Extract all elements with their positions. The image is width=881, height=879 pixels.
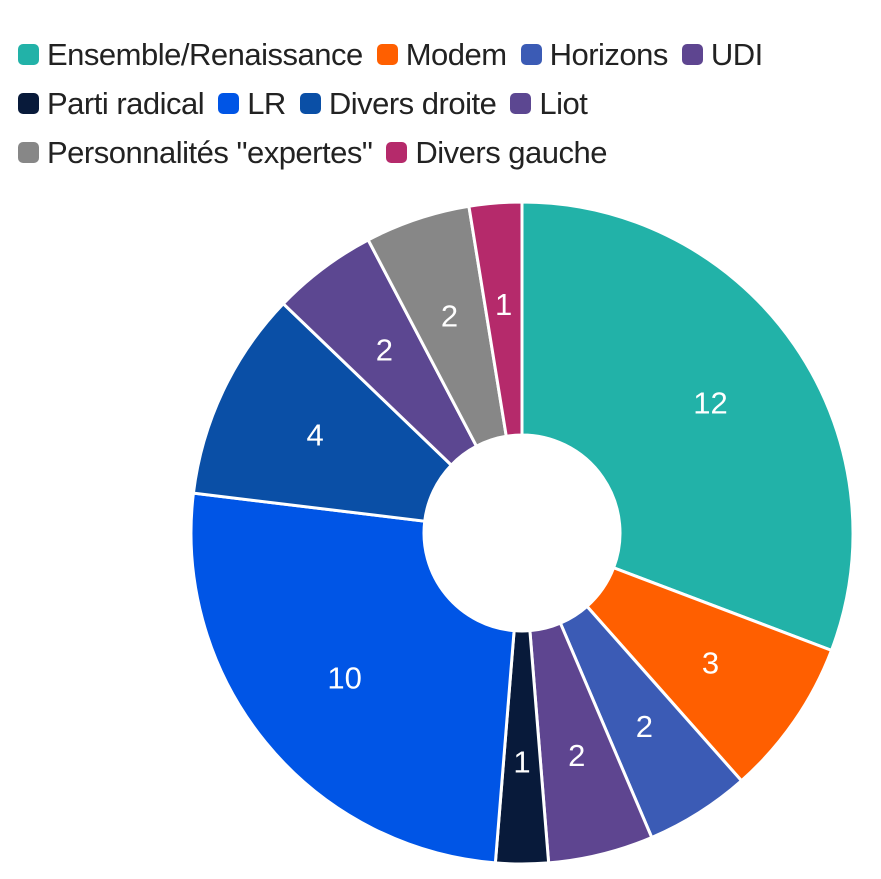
legend-item-personnalites-expertes: Personnalités "expertes" [18,134,373,171]
legend-swatch [299,93,321,114]
slice-value-label: 2 [376,332,393,367]
slice-value-label: 1 [495,287,512,322]
slice-value-label: 2 [441,298,458,333]
slice-value-label: 2 [636,709,653,744]
legend-swatch [520,44,542,65]
slice-value-label: 12 [693,385,727,420]
legend-label: Modem [405,36,507,72]
chart-legend: Ensemble/Renaissance Modem Horizons UDI … [18,30,868,177]
pie-slice-lr [189,491,516,865]
legend-swatch [386,142,408,163]
legend-swatch [18,142,39,163]
legend-row: Parti radical LR Divers droite Liot [18,79,868,128]
legend-label: UDI [710,36,763,72]
pie-slice-ensemble-renaissance [520,200,855,653]
legend-label: Parti radical [47,85,205,121]
legend-label: Liot [539,85,588,121]
slice-value-label: 1 [513,745,530,780]
legend-item-divers-droite: Divers droite [299,85,497,122]
pie-slice-divers-droite [191,301,454,523]
legend-item-modem: Modem [376,36,507,73]
slice-value-label: 3 [702,646,719,681]
legend-swatch [376,44,398,65]
legend-item-parti-radical: Parti radical [18,85,205,122]
legend-item-lr: LR [218,86,286,122]
legend-label: Divers droite [328,85,497,121]
legend-label: Personnalités "expertes" [47,134,373,170]
legend-row: Ensemble/Renaissance Modem Horizons UDI [18,30,868,79]
legend-item-liot: Liot [510,85,588,122]
legend-item-horizons: Horizons [520,36,669,73]
legend-swatch [18,44,39,65]
legend-row: Personnalités "expertes" Divers gauche [18,128,868,177]
legend-label: LR [247,85,286,121]
slice-value-label: 4 [306,417,323,452]
legend-label: Horizons [549,36,669,72]
slice-value-label: 2 [568,738,585,773]
legend-label: Ensemble/Renaissance [47,36,363,72]
slice-value-label: 10 [327,660,361,695]
legend-label: Divers gauche [415,134,608,170]
legend-swatch [18,93,39,114]
legend-swatch [510,93,532,114]
pie-slice-divers-gauche [467,200,524,438]
legend-item-udi: UDI [681,36,763,73]
pie-slice-modem [584,565,834,783]
legend-swatch [218,93,240,114]
legend-swatch [681,44,703,65]
legend-item-divers-gauche: Divers gauche [386,134,608,171]
legend-item-ensemble-renaissance: Ensemble/Renaissance [18,37,363,73]
